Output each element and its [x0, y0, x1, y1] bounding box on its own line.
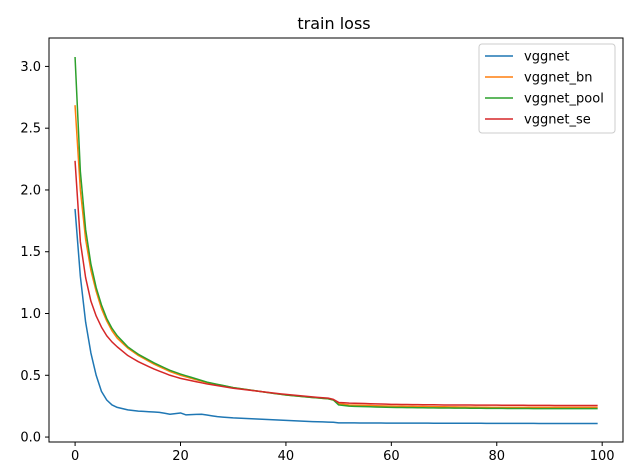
y-tick-label: 2.5 [20, 122, 41, 137]
x-tick-label: 0 [71, 449, 79, 464]
series-lines [74, 56, 598, 425]
y-tick-label: 0.5 [20, 369, 41, 384]
series-line-vggnet-se [74, 160, 598, 407]
x-tick-label: 60 [383, 449, 400, 464]
y-tick-label: 1.0 [20, 307, 41, 322]
legend: vggnet vggnet_bn vggnet_pool vggnet_se [478, 43, 616, 134]
legend-box [478, 43, 616, 134]
legend-label: vggnet_pool [524, 92, 604, 107]
legend-label: vggnet [524, 50, 570, 65]
x-axis-ticks: 0 20 40 60 80 100 [71, 442, 615, 464]
series-line-vggnet-pool [74, 56, 598, 410]
x-tick-label: 40 [278, 449, 295, 464]
y-tick-label: 0.0 [20, 431, 41, 446]
legend-label: vggnet_bn [524, 71, 593, 86]
legend-label: vggnet_se [524, 113, 591, 128]
y-tick-label: 3.0 [20, 60, 41, 75]
x-tick-label: 100 [590, 449, 615, 464]
plot-frame [48, 37, 624, 443]
x-tick-label: 20 [172, 449, 189, 464]
y-tick-label: 1.5 [20, 245, 41, 260]
x-tick-label: 80 [488, 449, 505, 464]
y-axis-ticks: 0.0 0.5 1.0 1.5 2.0 2.5 3.0 [20, 60, 49, 446]
y-tick-label: 2.0 [20, 183, 41, 198]
series-line-vggnet [74, 208, 598, 425]
chart-title: train loss [297, 14, 370, 33]
